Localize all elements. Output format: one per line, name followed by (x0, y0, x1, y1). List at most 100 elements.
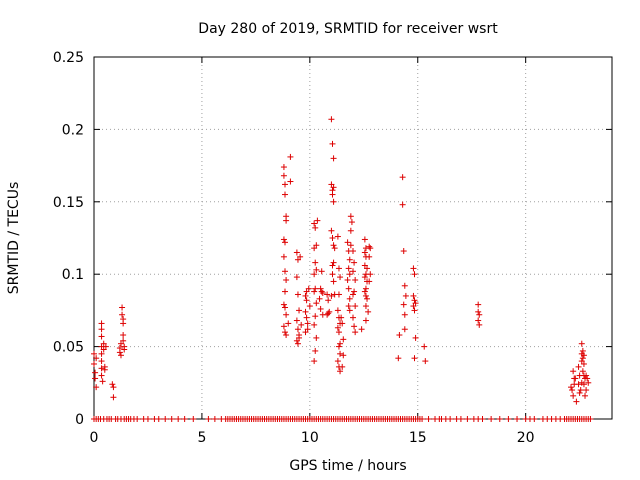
y-tick-label: 0.2 (62, 122, 84, 138)
data-point (422, 358, 429, 365)
data-point (362, 303, 369, 310)
data-point (102, 343, 109, 350)
data-point (361, 236, 368, 243)
data-point (580, 352, 587, 359)
data-point (335, 265, 342, 272)
data-point (296, 307, 303, 314)
x-tick-label: 5 (197, 430, 206, 446)
data-point (313, 266, 320, 273)
data-point (120, 320, 127, 327)
data-point (367, 271, 374, 278)
data-point (314, 217, 321, 224)
data-point (287, 153, 294, 160)
data-point (410, 265, 417, 272)
data-point (318, 268, 325, 275)
data-point (401, 282, 408, 289)
data-point (98, 333, 105, 340)
data-point (400, 248, 407, 255)
data-point (311, 220, 318, 227)
data-point (346, 271, 353, 278)
data-point (117, 352, 124, 359)
data-point (570, 368, 577, 375)
data-point (280, 253, 287, 260)
data-point (575, 381, 582, 388)
data-point (352, 329, 359, 336)
data-point (316, 295, 323, 302)
data-point (144, 416, 151, 422)
data-point (345, 265, 352, 272)
data-point (205, 416, 212, 422)
data-point (303, 288, 310, 295)
data-point (340, 336, 347, 343)
data-point (120, 332, 127, 339)
data-point (419, 416, 426, 422)
data-point (362, 317, 369, 324)
data-point (582, 392, 589, 399)
data-point (346, 307, 353, 314)
data-point (294, 291, 301, 298)
data-point (304, 326, 311, 333)
data-point (412, 334, 419, 341)
data-point (283, 217, 290, 224)
data-point (294, 326, 301, 333)
data-point (351, 259, 358, 266)
data-point (475, 301, 482, 308)
data-point (421, 343, 428, 350)
data-point (293, 274, 300, 281)
data-point (296, 332, 303, 339)
data-point (350, 291, 356, 298)
data-point (350, 268, 356, 275)
data-point (344, 239, 351, 246)
data-point (317, 285, 324, 292)
data-point (282, 329, 289, 336)
x-axis-ticks: 0 5 10 15 20 (90, 57, 535, 446)
data-point (411, 297, 418, 304)
data-point (306, 303, 313, 310)
data-point (282, 304, 289, 311)
data-point (329, 191, 336, 198)
data-point (162, 416, 169, 422)
data-point (283, 332, 290, 339)
data-point (110, 394, 117, 401)
data-point (119, 311, 126, 318)
data-point (311, 321, 318, 328)
data-point (319, 290, 326, 297)
data-point (181, 416, 188, 422)
data-point (364, 295, 371, 302)
data-point (351, 323, 358, 330)
data-point (92, 375, 99, 382)
y-tick-label: 0 (75, 412, 84, 428)
data-point (331, 245, 338, 252)
data-point (475, 317, 482, 324)
data-point (298, 321, 305, 328)
data-point (361, 249, 368, 256)
data-point (101, 366, 108, 373)
data-point (282, 239, 289, 246)
data-point (531, 416, 538, 422)
data-point (457, 416, 464, 422)
plot-frame (93, 56, 613, 420)
data-point (311, 245, 318, 252)
data-point (579, 355, 586, 362)
y-tick-label: 0.05 (53, 340, 84, 356)
data-point (401, 326, 408, 333)
data-point (350, 314, 356, 321)
data-point (334, 307, 341, 314)
data-point (330, 278, 337, 285)
data-point (312, 259, 319, 266)
data-point (312, 313, 319, 320)
data-point (345, 303, 352, 310)
data-point (91, 360, 97, 367)
data-point (120, 337, 127, 344)
data-point (304, 320, 311, 327)
x-tick-label: 0 (90, 430, 99, 446)
data-point (287, 178, 294, 185)
data-point (317, 305, 324, 312)
data-point (282, 191, 289, 198)
data-point (348, 219, 355, 226)
data-point (362, 292, 369, 299)
data-point (395, 355, 402, 362)
data-point (577, 387, 584, 394)
data-point (366, 278, 373, 285)
data-point (98, 350, 105, 357)
